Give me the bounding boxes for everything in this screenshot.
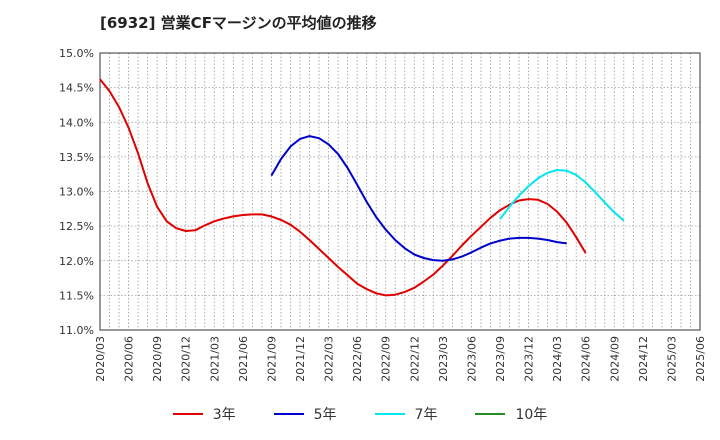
x-tick-label: 2020/12 bbox=[180, 336, 193, 382]
x-tick-label: 2022/06 bbox=[351, 336, 364, 382]
x-tick-label: 2021/03 bbox=[208, 336, 221, 382]
x-tick-label: 2023/12 bbox=[523, 336, 536, 382]
y-tick-label: 13.5% bbox=[59, 151, 94, 164]
legend-label: 5年 bbox=[313, 407, 337, 423]
y-tick-label: 14.0% bbox=[59, 116, 94, 129]
x-tick-label: 2022/12 bbox=[408, 336, 421, 382]
legend-swatch bbox=[374, 413, 405, 415]
y-tick-label: 15.0% bbox=[59, 47, 94, 60]
series-line-5年 bbox=[270, 135, 567, 262]
y-tick-label: 13.0% bbox=[59, 186, 94, 199]
series-line-7年 bbox=[499, 169, 625, 222]
x-tick-label: 2023/06 bbox=[465, 336, 478, 382]
chart-legend: 3年 5年 7年 10年 bbox=[0, 404, 720, 424]
legend-swatch bbox=[172, 413, 203, 415]
x-tick-label: 2020/09 bbox=[151, 336, 164, 382]
x-tick-label: 2025/06 bbox=[694, 336, 707, 382]
legend-item: 7年 bbox=[374, 404, 438, 424]
x-tick-label: 2025/03 bbox=[665, 336, 678, 382]
legend-swatch bbox=[475, 413, 506, 415]
x-tick-label: 2021/12 bbox=[294, 336, 307, 382]
x-tick-label: 2020/06 bbox=[123, 336, 136, 382]
x-tick-label: 2024/09 bbox=[608, 336, 621, 382]
x-tick-label: 2024/12 bbox=[637, 336, 650, 382]
x-tick-label: 2022/09 bbox=[380, 336, 393, 382]
legend-swatch bbox=[273, 413, 304, 415]
plot-frame bbox=[99, 52, 701, 331]
y-tick-label: 12.5% bbox=[59, 220, 94, 233]
x-tick-label: 2021/09 bbox=[265, 336, 278, 382]
x-tick-label: 2021/06 bbox=[237, 336, 250, 382]
legend-label: 7年 bbox=[414, 407, 438, 423]
legend-item: 10年 bbox=[475, 404, 547, 424]
series-line-3年 bbox=[99, 78, 587, 297]
x-tick-label: 2020/03 bbox=[94, 336, 107, 382]
x-tick-label: 2023/03 bbox=[437, 336, 450, 382]
legend-item: 3年 bbox=[172, 404, 236, 424]
y-tick-label: 11.5% bbox=[59, 289, 94, 302]
x-tick-label: 2022/03 bbox=[323, 336, 336, 382]
y-tick-label: 14.5% bbox=[59, 82, 94, 95]
x-tick-label: 2024/03 bbox=[551, 336, 564, 382]
legend-item: 5年 bbox=[273, 404, 337, 424]
x-tick-label: 2024/06 bbox=[580, 336, 593, 382]
y-tick-label: 11.0% bbox=[59, 324, 94, 337]
x-tick-label: 2023/09 bbox=[494, 336, 507, 382]
chart-title: [6932] 営業CFマージンの平均値の推移 bbox=[100, 14, 377, 32]
legend-label: 3年 bbox=[212, 407, 236, 423]
y-tick-label: 12.0% bbox=[59, 255, 94, 268]
legend-label: 10年 bbox=[515, 407, 548, 423]
